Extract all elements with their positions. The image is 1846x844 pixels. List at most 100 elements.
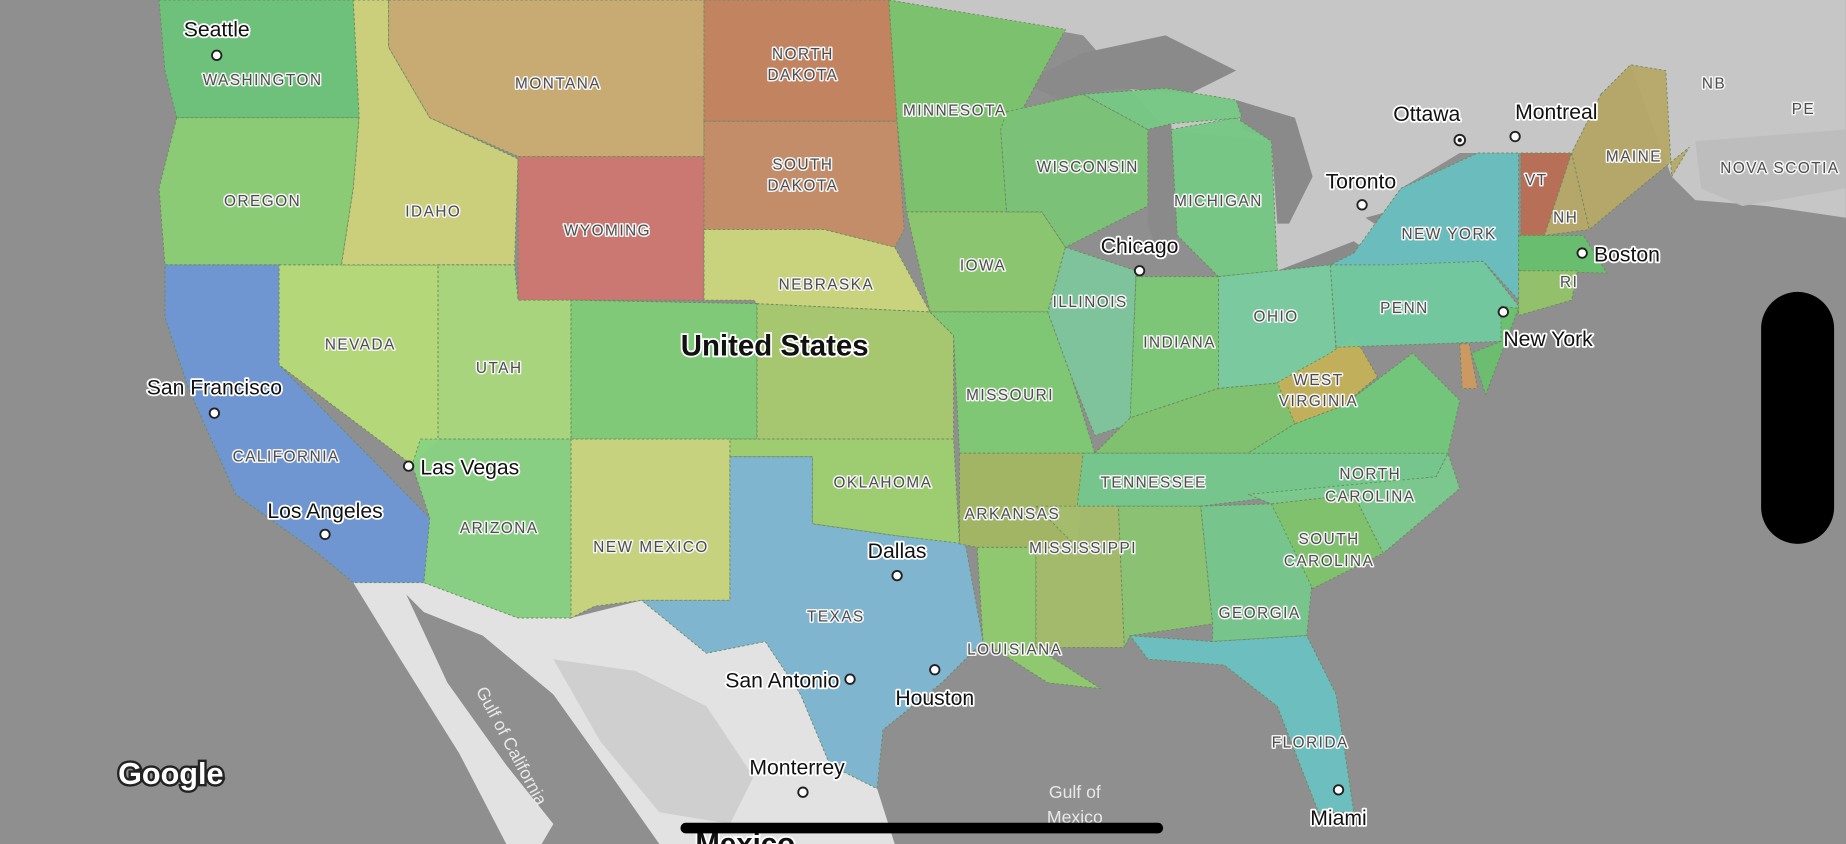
label-oklahoma: OKLAHOMA — [834, 474, 933, 491]
label-georgia: GEORGIA — [1219, 605, 1301, 622]
state-virginia[interactable] — [1246, 352, 1461, 454]
states — [158, 0, 1690, 813]
label-utah: UTAH — [476, 360, 523, 377]
cities: Seattle Ottawa Montreal Toronto Chicago … — [145, 17, 1662, 832]
state-colorado[interactable] — [570, 299, 758, 440]
state-new-jersey[interactable] — [1470, 305, 1520, 396]
city-toronto[interactable]: Toronto — [1324, 169, 1398, 211]
google-logo: Google — [118, 757, 223, 791]
label-nb: NB — [1702, 75, 1726, 92]
label-arizona: ARIZONA — [460, 520, 539, 537]
label-south-dakota-2: DAKOTA — [767, 178, 838, 195]
label-north-dakota-1: NORTH — [772, 46, 834, 63]
state-iowa[interactable] — [905, 211, 1066, 313]
label-south-carolina-2: CAROLINA — [1284, 553, 1374, 570]
city-seattle[interactable]: Seattle — [182, 17, 251, 61]
city-label: Ottawa — [1393, 103, 1460, 126]
state-alabama[interactable] — [1117, 505, 1214, 648]
label-iowa: IOWA — [960, 258, 1006, 275]
city-houston[interactable]: Houston — [894, 664, 976, 712]
city-boston[interactable]: Boston — [1576, 242, 1662, 268]
label-florida: FLORIDA — [1272, 734, 1349, 751]
city-label: Seattle — [184, 18, 250, 41]
label-nevada: NEVADA — [325, 337, 396, 354]
city-label: Chicago — [1101, 235, 1179, 258]
dynamic-island — [1761, 291, 1835, 544]
state-delaware[interactable] — [1459, 343, 1478, 389]
state-montana[interactable] — [388, 0, 705, 158]
label-indiana: INDIANA — [1143, 334, 1216, 351]
label-north-carolina-2: CAROLINA — [1325, 488, 1415, 505]
city-los-angeles[interactable]: Los Angeles — [266, 498, 384, 541]
state-washington[interactable] — [158, 0, 360, 119]
city-label: Monterrey — [749, 757, 845, 780]
label-missouri: MISSOURI — [966, 387, 1054, 404]
state-rhode-island[interactable] — [1518, 270, 1579, 317]
state-illinois[interactable] — [1047, 246, 1137, 437]
state-west-virginia[interactable] — [1276, 334, 1378, 425]
label-idaho: IDAHO — [405, 204, 461, 221]
state-massachusetts[interactable] — [1518, 234, 1608, 274]
label-vermont: VT — [1525, 172, 1548, 189]
city-label: Boston — [1594, 243, 1660, 266]
home-indicator-bar[interactable] — [680, 822, 1164, 834]
city-monterrey[interactable]: Monterrey — [748, 755, 847, 798]
label-tennessee: TENNESSEE — [1100, 474, 1206, 491]
state-new-hampshire[interactable] — [1543, 151, 1590, 236]
label-michigan: MICHIGAN — [1174, 193, 1263, 210]
city-san-antonio[interactable]: San Antonio — [723, 668, 856, 694]
city-label: Toronto — [1326, 170, 1397, 193]
label-gulf-of-mexico-1: Gulf of — [1049, 782, 1101, 802]
lake-michigan — [1147, 123, 1178, 259]
city-label: Montreal — [1515, 101, 1597, 124]
state-new-mexico[interactable] — [570, 438, 731, 619]
city-label: Miami — [1310, 807, 1366, 830]
lake-superior — [1024, 35, 1237, 101]
label-nebraska: NEBRASKA — [779, 277, 875, 294]
city-san-francisco[interactable]: San Francisco — [145, 375, 284, 419]
state-michigan[interactable] — [1170, 117, 1278, 278]
city-label: Las Vegas — [420, 456, 519, 479]
label-wisconsin: WISCONSIN — [1037, 159, 1139, 176]
city-dallas[interactable]: Dallas — [866, 538, 928, 582]
mexico-relief — [553, 659, 754, 824]
canada-land-maritimes — [1695, 129, 1846, 206]
city-label: San Francisco — [147, 376, 282, 399]
state-south-carolina[interactable] — [1270, 493, 1384, 590]
label-pe: PE — [1792, 101, 1815, 118]
city-ottawa[interactable]: Ottawa — [1392, 101, 1467, 147]
label-rhode-island: RI — [1560, 274, 1578, 291]
state-arkansas[interactable] — [959, 452, 1084, 548]
label-arkansas: ARKANSAS — [965, 506, 1061, 523]
label-north-dakota-2: DAKOTA — [767, 67, 838, 84]
state-florida[interactable] — [1129, 635, 1355, 813]
state-texas[interactable] — [640, 456, 984, 790]
city-las-vegas[interactable]: Las Vegas — [402, 455, 521, 481]
label-west-virginia-1: WEST — [1293, 372, 1343, 389]
label-maine: MAINE — [1606, 148, 1662, 165]
city-label: Houston — [895, 687, 974, 710]
city-new-york[interactable]: New York — [1497, 306, 1595, 353]
label-washington: WASHINGTON — [203, 72, 323, 89]
city-montreal[interactable]: Montreal — [1509, 99, 1599, 143]
label-mississippi: MISSISSIPPI — [1029, 540, 1137, 557]
city-miami[interactable]: Miami — [1309, 784, 1369, 832]
state-north-carolina[interactable] — [1247, 451, 1461, 554]
state-kansas[interactable] — [756, 303, 955, 440]
city-chicago[interactable]: Chicago — [1099, 233, 1180, 277]
label-gulf-of-mexico-2: Mexico — [1047, 807, 1103, 827]
label-nova-scotia: NOVA SCOTIA — [1720, 160, 1839, 177]
state-michigan-up[interactable] — [1081, 87, 1243, 130]
label-south-carolina-1: SOUTH — [1299, 531, 1360, 548]
state-maine[interactable] — [1571, 64, 1690, 231]
label-new-hampshire: NH — [1553, 209, 1578, 226]
city-label: Los Angeles — [267, 500, 382, 523]
label-minnesota: MINNESOTA — [903, 102, 1007, 119]
label-oregon: OREGON — [224, 193, 301, 210]
label-california: CALIFORNIA — [233, 448, 340, 465]
state-oregon[interactable] — [158, 117, 360, 266]
state-new-york[interactable] — [1330, 152, 1520, 302]
label-north-carolina-1: NORTH — [1339, 466, 1401, 483]
city-label: New York — [1503, 328, 1593, 351]
